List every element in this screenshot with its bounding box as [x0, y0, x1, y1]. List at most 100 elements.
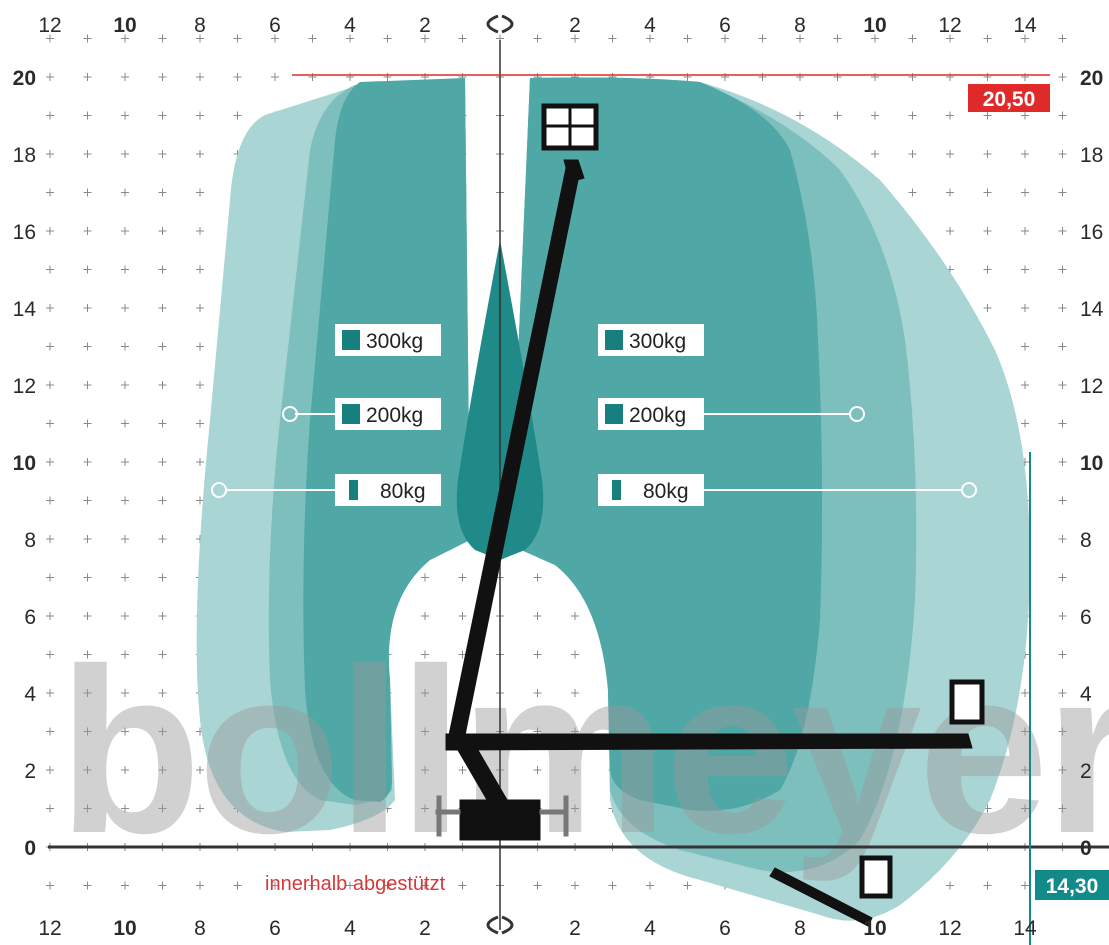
grid-cross — [83, 496, 92, 505]
boom-vertical — [447, 103, 599, 741]
grid-cross — [83, 342, 92, 351]
grid-cross — [158, 34, 167, 43]
grid-cross — [196, 381, 204, 389]
grid-cross — [83, 573, 92, 582]
y-tick-label: 18 — [13, 144, 36, 167]
grid-cross — [983, 150, 992, 158]
grid-cross — [83, 34, 92, 43]
grid-cross — [121, 381, 129, 389]
x-tick-label: 14 — [1013, 917, 1037, 940]
grid-cross — [383, 34, 392, 43]
grid-cross — [46, 573, 54, 582]
grid-cross — [796, 111, 804, 120]
load-label-right-300: 300kg — [598, 324, 704, 356]
y-tick-label: 4 — [1080, 683, 1092, 706]
y-tick-label: 0 — [24, 837, 36, 860]
grid-cross — [1021, 689, 1029, 697]
grid-cross — [683, 73, 692, 81]
x-tick-label: 12 — [38, 14, 61, 37]
grid-cross — [571, 689, 579, 697]
grid-cross — [158, 188, 167, 197]
grid-cross — [46, 73, 54, 81]
load-labels: 300kg 200kg 80kg 300kg 200kg — [211, 324, 977, 506]
grid-cross — [946, 188, 954, 197]
grid-cross — [83, 73, 92, 81]
grid-cross — [196, 804, 204, 813]
one-person-icon — [612, 480, 621, 500]
range-marker-icon — [849, 406, 865, 422]
rotation-arrows-icon — [486, 915, 514, 935]
grid-cross — [46, 227, 54, 235]
x-tick-label: 2 — [569, 917, 581, 940]
grid-cross — [46, 111, 54, 120]
grid-cross — [908, 111, 917, 120]
grid-cross — [946, 34, 954, 43]
y-tick-label: 10 — [1080, 452, 1103, 475]
grid-cross — [946, 111, 954, 120]
grid-cross — [383, 881, 392, 890]
grid-cross — [946, 150, 954, 158]
grid-cross — [1058, 419, 1067, 428]
grid-cross — [421, 650, 429, 659]
grid-cross — [833, 111, 842, 120]
grid-cross — [458, 766, 467, 774]
grid-cross — [1021, 381, 1029, 389]
grid-cross — [158, 689, 167, 697]
x-tick-label: 4 — [644, 14, 656, 37]
grid-cross — [121, 265, 129, 274]
grid-cross — [421, 34, 429, 43]
y-tick-label: 10 — [13, 452, 36, 475]
max-outreach-badge — [1035, 870, 1109, 900]
x-tick-label: 14 — [1013, 14, 1037, 37]
grid-cross — [196, 265, 204, 274]
grid-cross — [158, 804, 167, 813]
grid-cross — [158, 342, 167, 351]
grid-cross — [346, 73, 354, 81]
x-tick-label: 12 — [38, 917, 61, 940]
truck-body-icon — [459, 799, 541, 841]
x-tick-label: 6 — [269, 14, 281, 37]
max-height-badge — [968, 84, 1050, 112]
grid-cross — [721, 73, 729, 81]
boom-horizontal — [445, 679, 985, 806]
grid-cross — [571, 650, 579, 659]
grid-cross — [83, 111, 92, 120]
grid-cross — [346, 34, 354, 43]
grid-cross — [196, 304, 204, 312]
grid-cross — [233, 111, 242, 120]
y-tick-label: 14 — [1080, 298, 1104, 321]
range-marker-icon — [211, 482, 227, 498]
grid-cross — [46, 188, 54, 197]
grid-cross — [1058, 150, 1067, 158]
grid-cross — [421, 573, 429, 582]
load-label-right-80: 80kg — [598, 474, 977, 506]
grid-cross — [121, 342, 129, 351]
x-tick-label: 10 — [113, 917, 136, 940]
grid-cross — [871, 34, 879, 43]
grid-cross — [308, 881, 317, 890]
grid-cross — [46, 804, 54, 813]
grid-cross — [421, 804, 429, 813]
grid-cross — [1058, 458, 1067, 466]
grid-cross — [458, 881, 467, 890]
grid-cross — [83, 881, 92, 890]
grid-cross — [646, 881, 654, 890]
grid-cross — [458, 612, 467, 620]
grid-cross — [533, 881, 542, 890]
grid-cross — [121, 535, 129, 543]
grid-cross — [196, 419, 204, 428]
grid-cross — [1021, 804, 1029, 813]
grid-cross — [983, 265, 992, 274]
grid-cross — [608, 34, 617, 43]
grid-cross — [571, 766, 579, 774]
grid-cross — [46, 419, 54, 428]
grid-cross — [46, 304, 54, 312]
grid-cross — [158, 881, 167, 890]
y-tick-label: 16 — [13, 221, 36, 244]
grid-cross — [121, 73, 129, 81]
grid-cross — [121, 881, 129, 890]
grid-cross — [571, 881, 579, 890]
grid-cross — [1058, 265, 1067, 274]
grid-cross — [983, 73, 992, 81]
load-300-right-text: 300kg — [629, 330, 686, 353]
